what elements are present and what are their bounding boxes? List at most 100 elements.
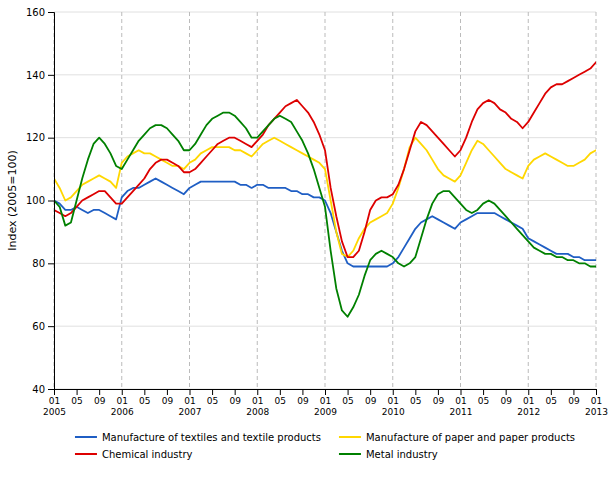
y-tick: 100	[26, 195, 54, 206]
x-tick-label: 012005	[43, 396, 66, 416]
x-tick: 012011	[450, 389, 473, 417]
x-tick-label-line: 01	[388, 396, 399, 406]
legend-item: Manufacture of textiles and textile prod…	[75, 432, 321, 443]
x-tick-label-line: 05	[478, 396, 489, 406]
x-tick: 05	[546, 389, 557, 406]
y-axis-line	[48, 13, 55, 390]
x-tick-label-line: 2009	[314, 407, 337, 417]
y-tick: 60	[32, 321, 54, 332]
x-tick-label-line: 01	[184, 396, 195, 406]
x-tick-label: 09	[162, 396, 174, 406]
grid-line-y	[54, 263, 596, 264]
legend-item: Chemical industry	[75, 449, 193, 460]
x-tick-mark	[212, 389, 213, 395]
plot-area	[54, 62, 596, 316]
x-tick-label: 09	[365, 396, 377, 406]
grid-line-x	[460, 12, 461, 389]
x-axis-line	[55, 390, 597, 396]
x-tick-mark	[461, 389, 462, 395]
x-tick-label-line: 09	[297, 396, 309, 406]
x-tick-label: 05	[207, 396, 218, 406]
x-tick: 05	[207, 389, 218, 406]
x-tick-label: 09	[229, 396, 241, 406]
x-tick-mark	[551, 389, 552, 395]
x-tick-label: 012006	[111, 396, 134, 416]
x-tick-mark	[280, 389, 281, 395]
x-tick-label: 012008	[246, 396, 269, 416]
legend-item: Manufacture of paper and paper products	[339, 432, 575, 443]
legend-swatch	[339, 436, 361, 438]
x-tick-label: 012013	[585, 396, 608, 416]
y-tick-mark	[48, 12, 54, 13]
x-tick: 09	[568, 389, 580, 406]
series-line	[54, 62, 596, 257]
x-tick-mark	[506, 389, 507, 395]
y-tick-mark	[48, 389, 54, 390]
y-tick-mark	[48, 75, 54, 76]
grid-line-y	[54, 326, 596, 327]
x-tick-label-line: 01	[591, 396, 602, 406]
x-tick-label: 012007	[179, 396, 202, 416]
x-tick-label: 05	[546, 396, 557, 406]
x-tick-mark	[483, 389, 484, 395]
y-tick: 140	[26, 70, 54, 81]
x-tick-label-line: 01	[320, 396, 331, 406]
y-tick-mark	[48, 263, 54, 264]
grid-line-x	[528, 12, 529, 389]
y-tick-mark	[48, 201, 54, 202]
x-tick-label-line: 09	[433, 396, 445, 406]
x-tick-label-line: 01	[117, 396, 128, 406]
x-tick-label-line: 2011	[450, 407, 473, 417]
x-tick-label: 09	[568, 396, 580, 406]
x-tick: 09	[365, 389, 377, 406]
y-tick: 40	[32, 384, 54, 395]
x-tick-mark	[415, 389, 416, 395]
x-tick-mark	[190, 389, 191, 395]
x-tick-label-line: 09	[568, 396, 580, 406]
x-tick-label-line: 2013	[585, 407, 608, 417]
x-tick-mark	[573, 389, 574, 395]
legend-label: Manufacture of textiles and textile prod…	[102, 432, 321, 443]
grid-line-x	[596, 12, 597, 389]
x-tick-label-line: 2006	[111, 407, 134, 417]
x-tick-label-line: 05	[546, 396, 557, 406]
y-tick-label: 120	[26, 132, 45, 143]
y-tick-label: 100	[26, 195, 45, 206]
x-tick: 09	[229, 389, 241, 406]
x-tick-label-line: 05	[342, 396, 353, 406]
x-tick: 09	[433, 389, 445, 406]
x-tick-label-line: 09	[162, 396, 174, 406]
x-tick-label: 012010	[382, 396, 405, 416]
x-tick-label-line: 09	[94, 396, 106, 406]
x-tick-label: 012011	[450, 396, 473, 416]
grid-line-x	[257, 12, 258, 389]
x-tick-label: 012012	[517, 396, 540, 416]
x-tick: 012008	[246, 389, 269, 417]
x-tick-label-line: 05	[410, 396, 421, 406]
y-tick-label: 40	[32, 384, 45, 395]
x-tick-mark	[235, 389, 236, 395]
x-tick: 09	[162, 389, 174, 406]
x-tick-label: 09	[94, 396, 106, 406]
x-tick-mark	[167, 389, 168, 395]
x-tick-mark	[144, 389, 145, 395]
x-tick-label: 05	[342, 396, 353, 406]
x-tick-label-line: 2010	[382, 407, 405, 417]
x-tick-label: 012009	[314, 396, 337, 416]
x-tick-label: 05	[71, 396, 82, 406]
x-tick-mark	[438, 389, 439, 395]
legend-swatch	[75, 453, 97, 455]
x-tick-mark	[77, 389, 78, 395]
x-tick-label-line: 2005	[43, 407, 66, 417]
x-tick-mark	[325, 389, 326, 395]
x-tick: 012006	[111, 389, 134, 417]
legend-label: Metal industry	[366, 449, 438, 460]
grid-line-x	[189, 12, 190, 389]
x-tick-label-line: 2012	[517, 407, 540, 417]
x-tick-label-line: 09	[365, 396, 377, 406]
x-tick: 09	[297, 389, 309, 406]
x-tick-label-line: 09	[229, 396, 241, 406]
y-tick-mark	[48, 326, 54, 327]
x-tick-label: 05	[139, 396, 150, 406]
x-tick-label: 09	[433, 396, 445, 406]
